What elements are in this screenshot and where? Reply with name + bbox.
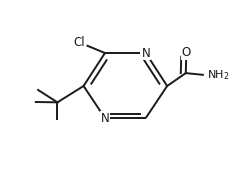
- Text: N: N: [101, 111, 109, 125]
- Text: Cl: Cl: [73, 36, 85, 49]
- Text: O: O: [182, 46, 191, 59]
- Text: NH$_2$: NH$_2$: [207, 68, 230, 82]
- Text: N: N: [141, 46, 150, 60]
